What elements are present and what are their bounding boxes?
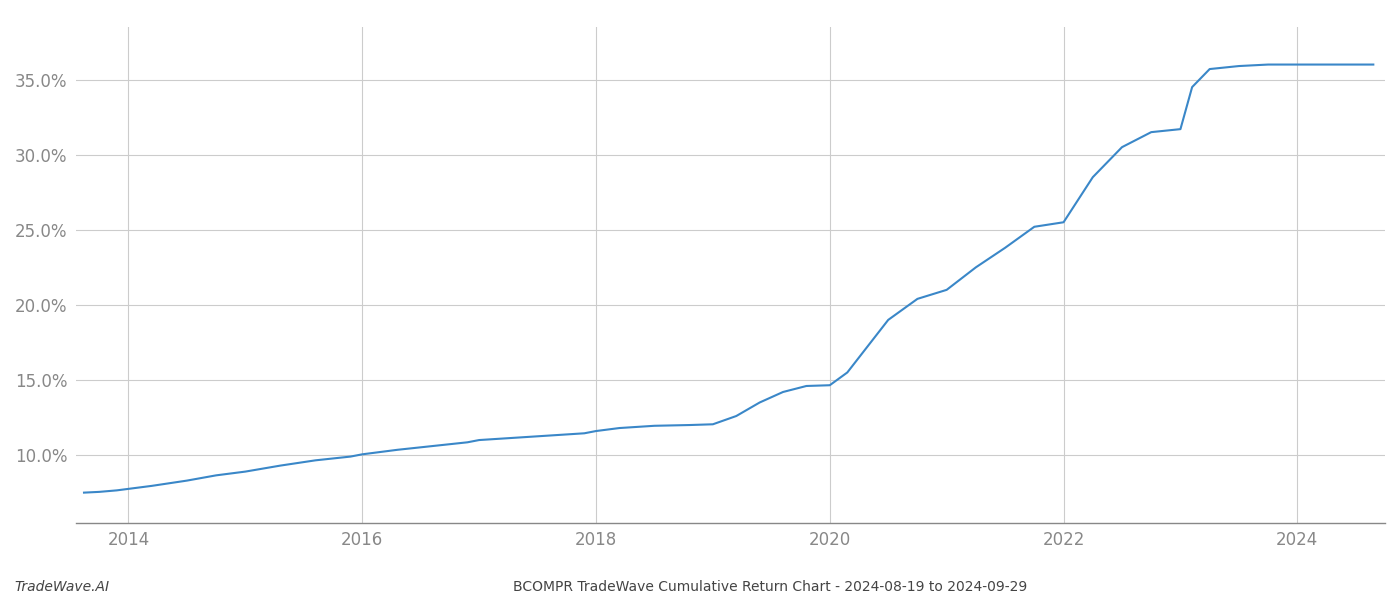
Text: BCOMPR TradeWave Cumulative Return Chart - 2024-08-19 to 2024-09-29: BCOMPR TradeWave Cumulative Return Chart… [512,580,1028,594]
Text: TradeWave.AI: TradeWave.AI [14,580,109,594]
